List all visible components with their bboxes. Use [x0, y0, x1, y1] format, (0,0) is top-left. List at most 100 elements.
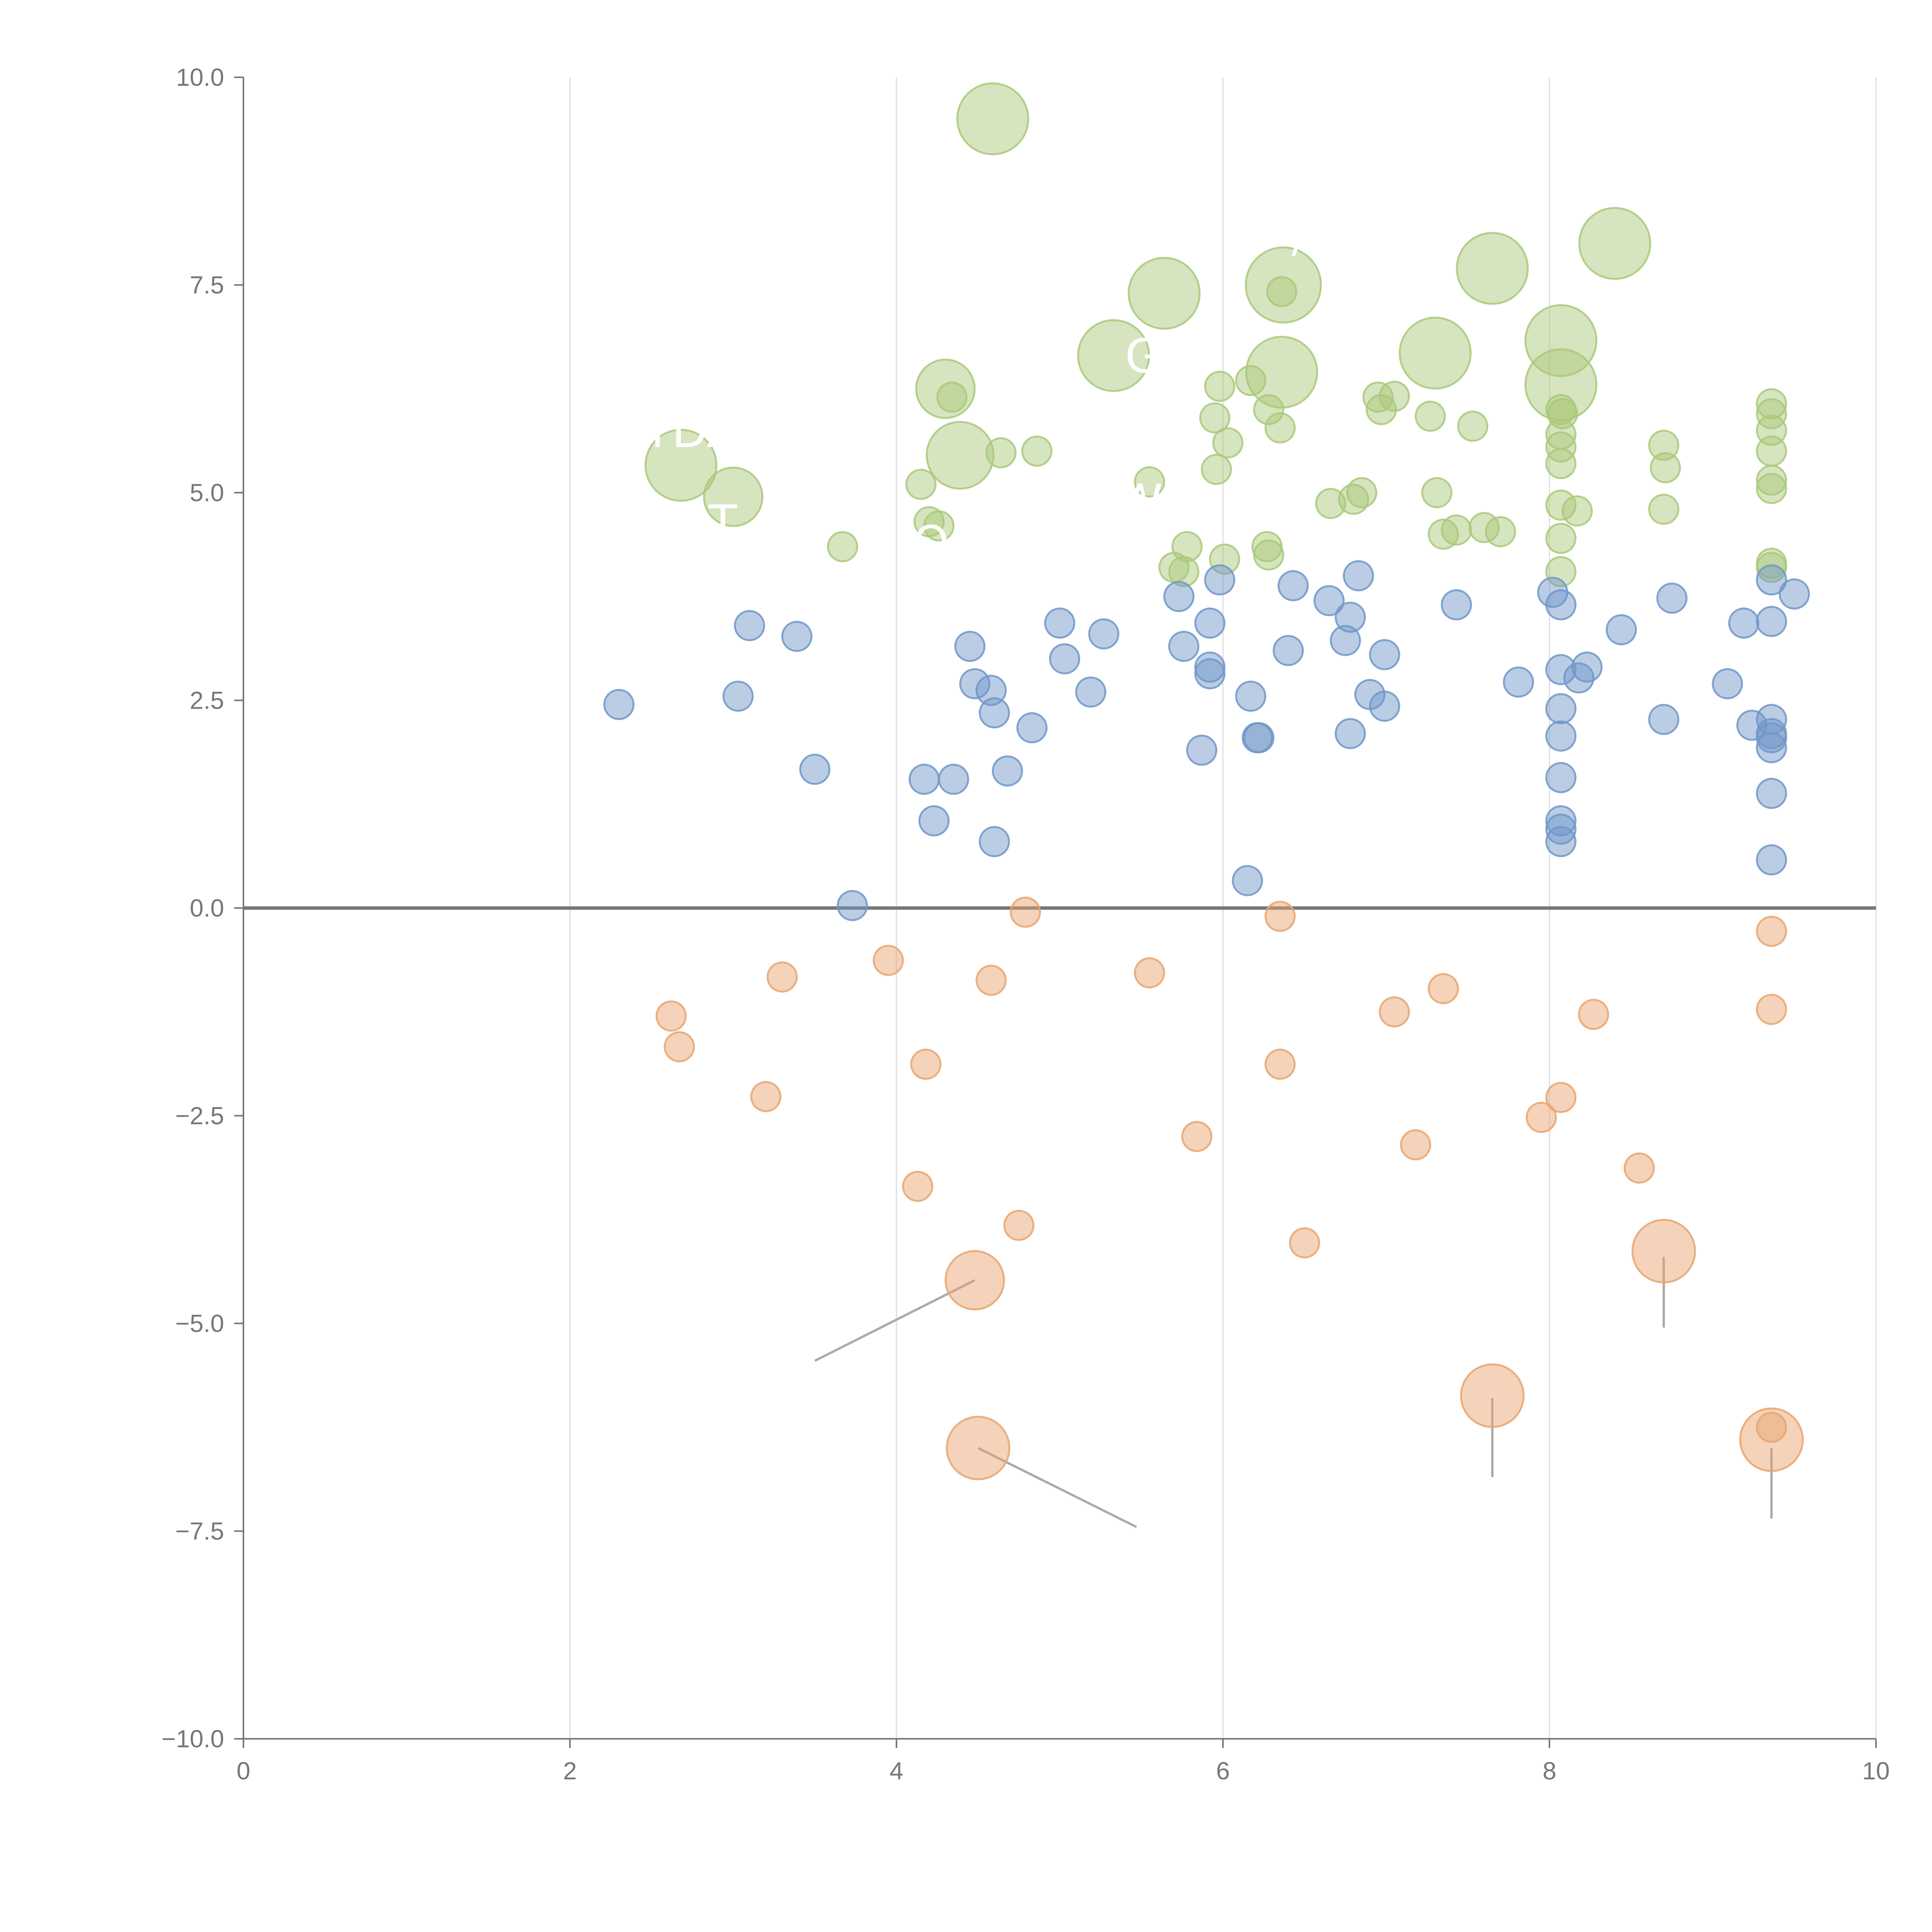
data-point-orange	[1526, 1102, 1557, 1133]
data-point-blue	[1369, 690, 1400, 722]
data-point-green	[1545, 431, 1577, 463]
data-point-green	[1421, 477, 1452, 509]
data-point-blue	[1049, 643, 1080, 675]
data-point-blue	[1194, 651, 1226, 683]
point-labels: YDA T O GM W /	[643, 209, 1307, 571]
data-point-orange	[1010, 896, 1041, 928]
data-point-blue	[1016, 712, 1048, 743]
data-point-green	[1440, 514, 1472, 546]
data-point-orange	[1134, 957, 1165, 988]
data-point-blue	[1563, 662, 1595, 694]
data-point-green	[1168, 556, 1199, 587]
data-point-blue	[1545, 720, 1577, 752]
data-point-green	[1756, 552, 1787, 583]
data-point-green	[1545, 489, 1577, 521]
data-point-blue	[1779, 578, 1810, 610]
data-point-green	[1648, 430, 1680, 461]
data-point-blue	[1756, 844, 1787, 876]
data-point-green	[1379, 381, 1410, 412]
data-point-blue	[1163, 581, 1195, 612]
data-point-green	[1756, 388, 1787, 420]
data-point-orange	[946, 1416, 1010, 1480]
data-point-orange	[1631, 1219, 1696, 1284]
data-point-orange	[910, 1048, 942, 1080]
data-point-blue	[954, 631, 986, 662]
y-tick-label: 0.0	[190, 894, 224, 922]
data-point-green	[1235, 365, 1267, 396]
data-point-green	[1134, 466, 1165, 498]
callout-line	[1133, 284, 1165, 294]
data-point-blue	[1168, 631, 1199, 662]
data-point-blue	[1313, 585, 1345, 616]
data-point-green	[1545, 522, 1577, 554]
callout-line	[1560, 375, 1594, 384]
data-point-orange	[1003, 1210, 1035, 1241]
data-point-green	[645, 429, 718, 502]
data-point-green	[1199, 402, 1231, 434]
data-point-green	[905, 469, 937, 500]
data-point-blue	[1277, 570, 1309, 602]
callout-line	[957, 426, 961, 451]
callout-line	[711, 496, 734, 512]
data-point-green	[1266, 276, 1298, 308]
x-tick-label: 0	[236, 1757, 250, 1785]
data-point-green	[1315, 488, 1347, 519]
data-point-blue	[1605, 614, 1637, 646]
data-point-green	[1650, 452, 1681, 483]
data-point-orange	[975, 964, 1007, 996]
point-label: GM	[1125, 330, 1201, 383]
data-point-blue	[1369, 639, 1400, 670]
data-point-green	[1253, 394, 1284, 425]
data-point-green	[1204, 371, 1235, 402]
data-point-green	[923, 510, 955, 542]
data-point-orange	[655, 1000, 687, 1032]
x-tick-label: 10	[1862, 1757, 1889, 1785]
data-point-green	[1212, 427, 1243, 459]
data-point-orange	[1578, 998, 1609, 1030]
point-label: W	[1117, 475, 1163, 529]
data-point-orange	[1756, 1412, 1787, 1443]
point-label: O	[913, 517, 949, 570]
data-point-blue	[1756, 732, 1787, 764]
x-tick-label: 6	[1216, 1757, 1230, 1785]
data-point-blue	[1243, 722, 1275, 753]
callout-line	[1107, 330, 1115, 360]
y-tick-label: −7.5	[175, 1517, 224, 1545]
data-point-orange	[1756, 994, 1787, 1025]
data-point-green	[1756, 435, 1787, 467]
callout-line	[1001, 116, 1024, 120]
data-point-green	[915, 359, 976, 419]
data-point-orange	[1428, 973, 1459, 1004]
data-point-green	[1253, 539, 1284, 571]
data-point-orange	[1264, 901, 1296, 932]
x-tick-label: 4	[889, 1757, 903, 1785]
data-point-blue	[1194, 607, 1226, 639]
y-tick-label: 5.0	[190, 479, 224, 507]
data-point-blue	[1545, 693, 1577, 724]
data-point-green	[1648, 493, 1680, 525]
data-points	[603, 82, 1810, 1480]
data-point-green	[1545, 556, 1577, 587]
data-point-blue	[1756, 564, 1787, 596]
data-point-green	[1346, 477, 1378, 509]
callout-line	[1255, 359, 1282, 373]
data-point-blue	[1194, 658, 1226, 689]
data-point-blue	[975, 675, 1007, 706]
data-point-blue	[1335, 602, 1366, 633]
data-point-orange	[1756, 915, 1787, 947]
data-point-blue	[1232, 865, 1263, 896]
data-point-blue	[1204, 564, 1235, 596]
data-point-green	[1415, 400, 1446, 432]
data-point-blue	[979, 826, 1010, 857]
data-point-green	[1201, 454, 1232, 485]
data-point-green	[1457, 410, 1488, 442]
data-point-green	[1362, 381, 1394, 413]
data-point-blue	[1545, 589, 1577, 621]
data-point-orange	[944, 1250, 1005, 1311]
data-point-blue	[1235, 680, 1267, 712]
callout-line	[1282, 251, 1293, 281]
data-point-blue	[837, 890, 868, 921]
data-point-blue	[1545, 762, 1577, 793]
data-point-blue	[1440, 589, 1472, 621]
data-point-green	[1545, 448, 1577, 480]
